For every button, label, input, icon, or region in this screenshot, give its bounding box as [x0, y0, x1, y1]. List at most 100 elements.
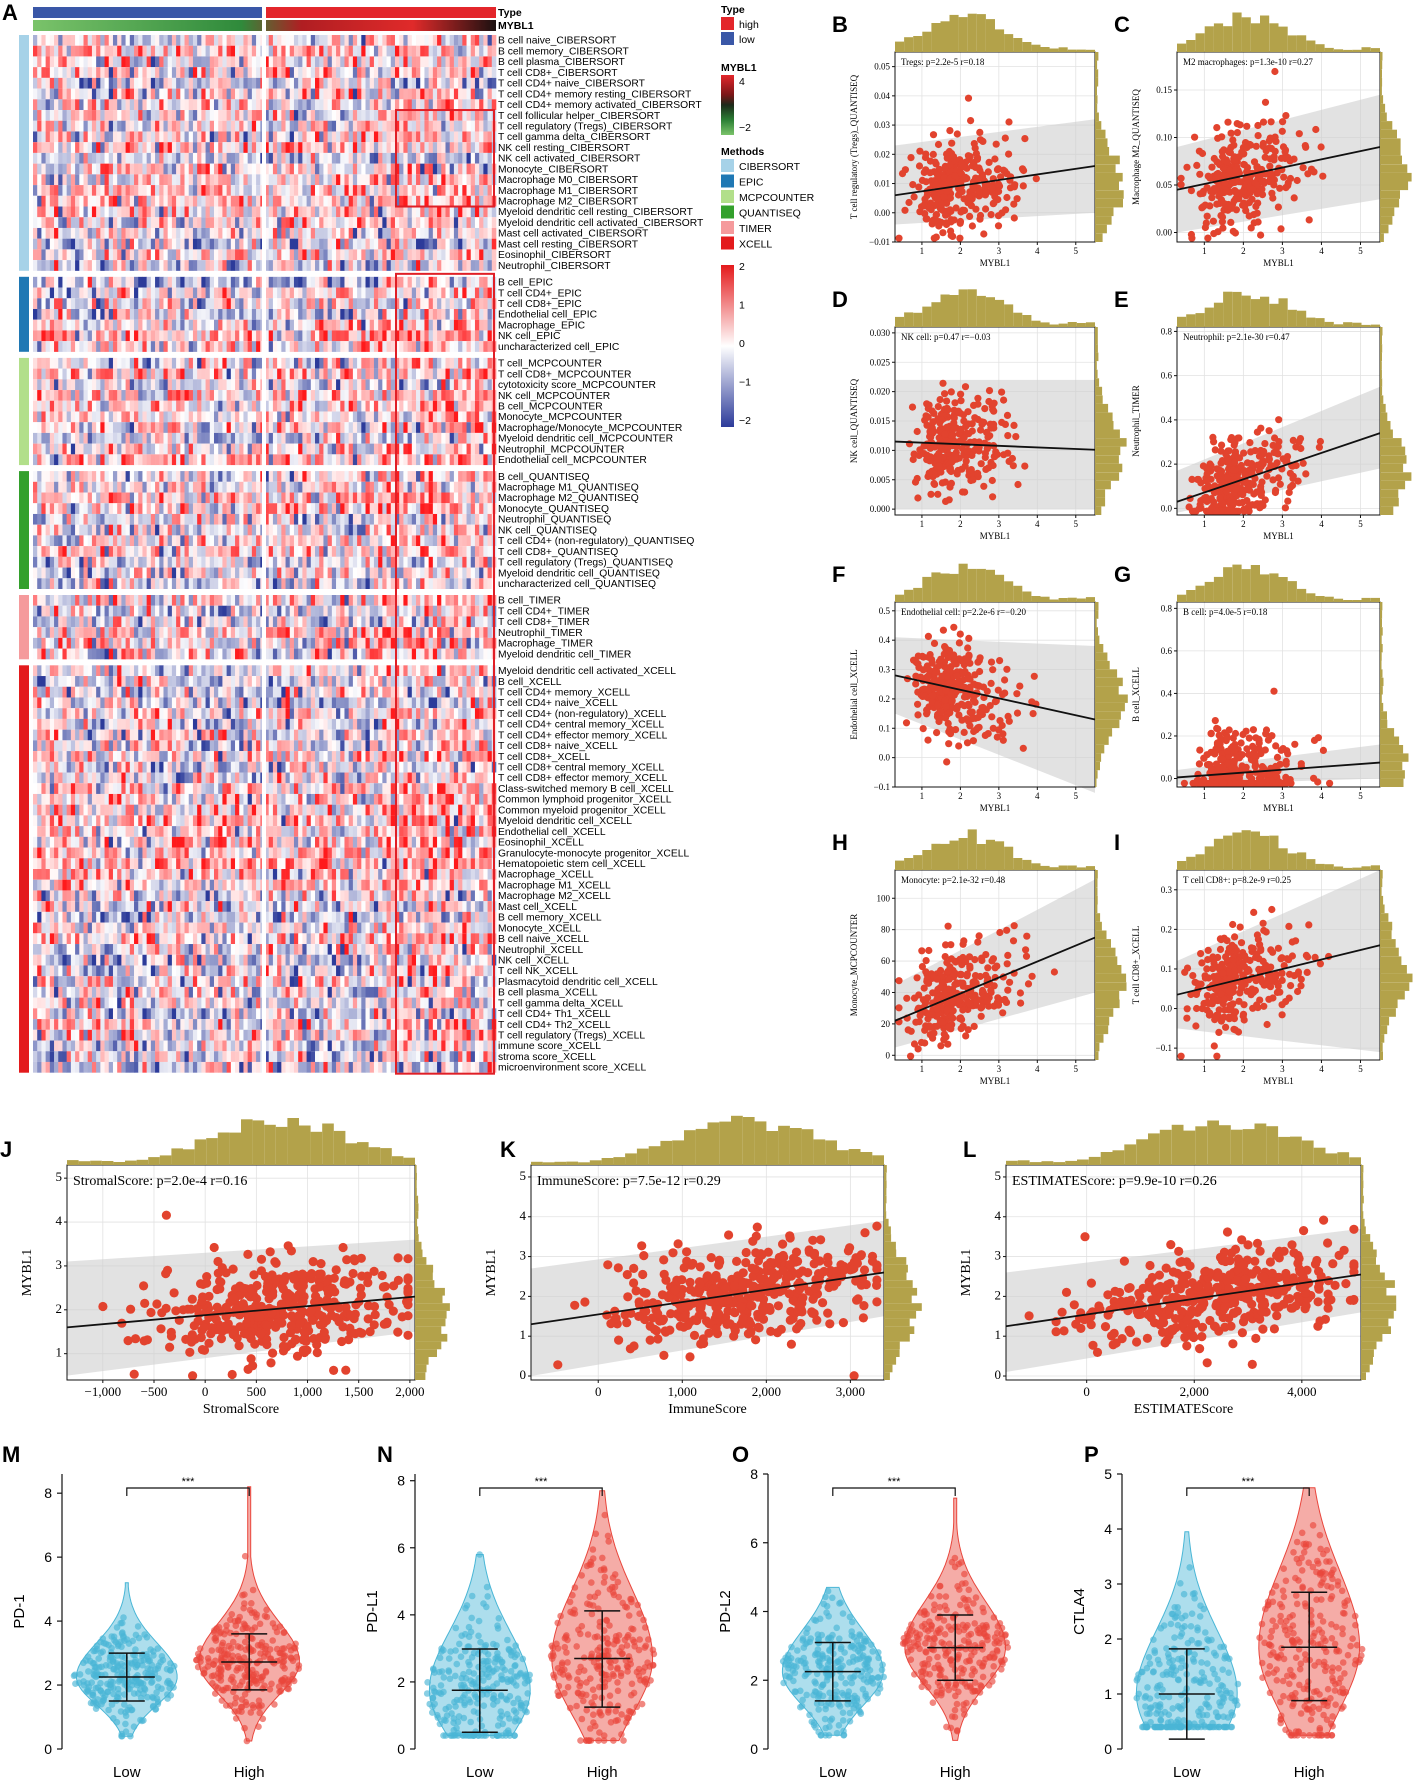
heat-cell	[222, 524, 227, 536]
heat-cell	[272, 163, 278, 175]
heat-cell	[45, 287, 51, 299]
heat-cell	[146, 319, 152, 331]
heat-cell	[281, 492, 286, 504]
heat-cell	[420, 492, 425, 504]
heat-cell	[205, 341, 211, 352]
heat-cell	[188, 99, 194, 111]
heat-cell	[117, 152, 122, 164]
heat-cell	[37, 45, 42, 57]
heat-cell	[125, 454, 131, 466]
heat-cell	[386, 422, 392, 433]
heat-cell	[205, 110, 211, 121]
heat-cell	[75, 503, 80, 514]
heat-cell	[319, 492, 324, 504]
heat-cell	[100, 492, 105, 504]
heat-cell	[247, 110, 253, 121]
heat-cell	[171, 471, 177, 482]
heat-cell	[79, 249, 84, 261]
heat-cell	[235, 357, 240, 369]
heat-cell	[176, 249, 181, 261]
heat-cell	[239, 330, 244, 342]
heat-cell	[441, 471, 446, 482]
heat-cell	[218, 524, 223, 536]
heat-cell	[315, 492, 320, 504]
heat-cell	[213, 174, 219, 186]
heat-cell	[62, 341, 67, 352]
heat-cell	[117, 471, 122, 482]
heat-cell	[411, 481, 417, 493]
heat-cell	[83, 481, 89, 493]
heat-cell	[100, 411, 105, 423]
heat-cell	[310, 174, 316, 186]
heat-cell	[222, 411, 227, 423]
heat-cell	[315, 319, 320, 331]
heat-cell	[373, 492, 379, 504]
heat-cell	[420, 503, 425, 514]
heat-cell	[365, 411, 371, 423]
heat-cell	[386, 319, 392, 331]
heat-cell	[361, 276, 366, 288]
heat-cell	[441, 390, 446, 401]
heat-cell	[45, 206, 51, 218]
heat-cell	[256, 471, 261, 482]
heat-cell	[264, 276, 270, 288]
heat-cell	[213, 195, 219, 207]
heat-cell	[474, 206, 480, 218]
heat-cell	[378, 400, 383, 412]
heat-cell	[150, 238, 156, 250]
heat-cell	[437, 471, 442, 482]
heat-cell	[352, 454, 358, 466]
heat-cell	[365, 492, 371, 504]
heat-cell	[176, 238, 181, 250]
heatmap-row	[33, 298, 497, 309]
heat-cell	[340, 227, 345, 239]
heat-cell	[66, 357, 72, 369]
heat-cell	[344, 185, 349, 196]
heat-cell	[302, 319, 307, 331]
heat-cell	[285, 206, 291, 218]
heat-cell	[470, 185, 476, 196]
heat-cell	[155, 471, 160, 482]
heat-cell	[302, 443, 307, 455]
heat-cell	[323, 276, 328, 288]
heat-cell	[453, 454, 459, 466]
heat-cell	[62, 379, 67, 391]
heat-cell	[33, 276, 38, 288]
heat-cell	[302, 35, 307, 46]
heat-cell	[394, 120, 400, 132]
heat-cell	[79, 45, 84, 57]
heat-cell	[268, 195, 274, 207]
heat-cell	[403, 120, 408, 132]
heat-cell	[281, 422, 286, 433]
heat-cell	[479, 56, 484, 68]
heat-cell	[411, 249, 417, 261]
heat-cell	[483, 227, 488, 239]
heat-cell	[285, 163, 291, 175]
heat-cell	[331, 357, 337, 369]
heat-cell	[420, 481, 425, 493]
heat-cell	[361, 492, 366, 504]
heat-cell	[289, 379, 295, 391]
heat-cell	[112, 411, 118, 423]
heat-cell	[117, 319, 122, 331]
heat-cell	[121, 432, 126, 444]
heat-cell	[373, 56, 379, 68]
heat-cell	[403, 341, 408, 352]
heat-cell	[54, 503, 59, 514]
heat-cell	[470, 77, 476, 89]
heat-cell	[411, 77, 417, 89]
heat-cell	[462, 77, 467, 89]
heat-cell	[37, 163, 42, 175]
heat-cell	[369, 503, 375, 514]
heat-cell	[437, 88, 442, 100]
heat-cell	[213, 422, 219, 433]
heat-cell	[129, 492, 135, 504]
heat-cell	[373, 238, 379, 250]
heat-cell	[306, 206, 312, 218]
heat-cell	[462, 400, 467, 412]
heat-cell	[218, 379, 223, 391]
heat-cell	[49, 110, 55, 121]
heat-cell	[272, 432, 278, 444]
heat-cell	[474, 238, 480, 250]
heat-cell	[33, 174, 38, 186]
